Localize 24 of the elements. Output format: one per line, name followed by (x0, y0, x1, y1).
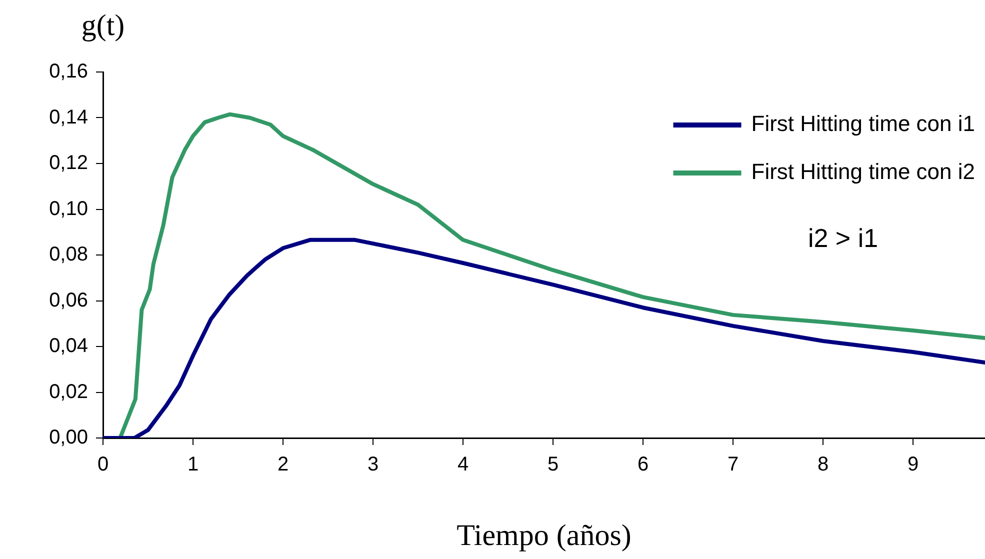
legend-label: First Hitting time con i2 (751, 159, 976, 184)
y-tick-label: 0,10 (49, 198, 88, 220)
x-tick-label: 0 (97, 454, 109, 476)
y-tick-label: 0,16 (49, 60, 88, 83)
x-tick-label: 2 (277, 454, 289, 476)
x-tick-label: 5 (547, 454, 559, 476)
y-axis-title: g(t) (81, 8, 125, 42)
x-tick-label: 3 (367, 454, 379, 476)
y-tick-label: 0,02 (49, 380, 88, 403)
y-tick-label: 0,12 (49, 152, 88, 174)
y-tick-label: 0,04 (49, 335, 88, 358)
y-tick-label: 0,08 (49, 244, 88, 266)
x-tick-label: 1 (187, 454, 199, 476)
y-tick-label: 0,14 (49, 106, 88, 128)
y-tick-label: 0,00 (49, 426, 88, 449)
x-axis-title: Tiempo (años) (456, 518, 632, 552)
x-tick-label: 9 (907, 454, 919, 476)
x-tick-label: 6 (637, 454, 649, 476)
y-tick-label: 0,06 (49, 289, 88, 312)
x-tick-label: 7 (727, 454, 739, 476)
legend-label: First Hitting time con i1 (751, 111, 976, 136)
x-tick-label: 4 (457, 454, 469, 476)
annotation: i2 > i1 (808, 223, 878, 254)
x-tick-label: 8 (817, 454, 829, 476)
